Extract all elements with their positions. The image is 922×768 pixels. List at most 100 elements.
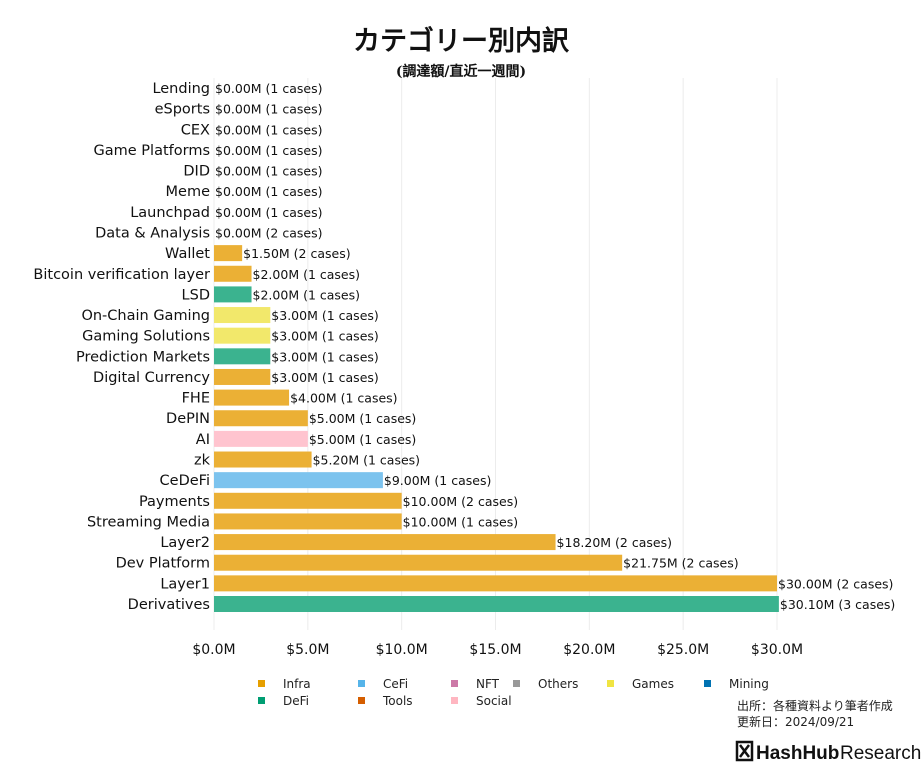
category-label: CEX bbox=[181, 122, 210, 138]
data-label: $0.00M (1 cases) bbox=[215, 164, 322, 179]
category-label: Bitcoin verification layer bbox=[33, 267, 210, 283]
category-label: Payments bbox=[139, 494, 210, 510]
legend-swatch bbox=[258, 697, 265, 704]
x-tick-label: $0.0M bbox=[192, 642, 235, 658]
bar-row: DID $0.00M (1 cases) bbox=[183, 164, 322, 180]
brand-name: HashHub bbox=[756, 743, 839, 764]
legend-item: Infra bbox=[258, 677, 311, 691]
data-label: $3.00M (1 cases) bbox=[271, 349, 378, 364]
x-tick-label: $25.0M bbox=[657, 642, 709, 658]
x-tick-label: $30.0M bbox=[751, 642, 803, 658]
bar-row: Meme $0.00M (1 cases) bbox=[166, 184, 323, 200]
data-label: $0.00M (1 cases) bbox=[215, 143, 322, 158]
category-label: Data & Analysis bbox=[95, 225, 210, 241]
bar bbox=[214, 451, 312, 468]
category-label: Streaming Media bbox=[87, 514, 210, 530]
updated-note: 更新日：2024/09/21 bbox=[737, 714, 854, 729]
chart-subtitle: (調達額/直近一週間) bbox=[396, 63, 526, 80]
data-label: $18.20M (2 cases) bbox=[557, 535, 672, 550]
category-label: Layer1 bbox=[160, 576, 210, 592]
bar-row: Launchpad $0.00M (1 cases) bbox=[130, 205, 322, 221]
legend-item: CeFi bbox=[358, 677, 408, 691]
bar bbox=[214, 368, 271, 385]
category-label: Wallet bbox=[165, 246, 210, 262]
category-label: Gaming Solutions bbox=[82, 329, 210, 345]
data-label: $21.75M (2 cases) bbox=[623, 556, 738, 571]
bar-row: Lending $0.00M (1 cases) bbox=[152, 81, 322, 97]
legend-swatch bbox=[258, 680, 265, 687]
legend-item: Mining bbox=[704, 677, 769, 691]
bar-row: Layer2 $18.20M (2 cases) bbox=[160, 534, 672, 551]
bar-row: Gaming Solutions $3.00M (1 cases) bbox=[82, 327, 379, 345]
category-label: FHE bbox=[182, 391, 210, 407]
data-label: $3.00M (1 cases) bbox=[271, 370, 378, 385]
data-label: $0.00M (1 cases) bbox=[215, 122, 322, 137]
category-label: Prediction Markets bbox=[76, 349, 210, 365]
bar bbox=[214, 472, 383, 489]
bar bbox=[214, 513, 402, 530]
bar bbox=[214, 389, 290, 406]
data-label: $10.00M (2 cases) bbox=[403, 494, 518, 509]
brand-suffix: Research bbox=[840, 743, 921, 764]
bar-row: CeDeFi $9.00M (1 cases) bbox=[160, 472, 491, 489]
category-label: On-Chain Gaming bbox=[81, 308, 210, 324]
legend-item: DeFi bbox=[258, 694, 309, 708]
bar bbox=[214, 596, 779, 612]
source-note: 出所：各種資料より筆者作成 bbox=[737, 698, 893, 713]
data-label: $1.50M (2 cases) bbox=[243, 246, 350, 261]
bar-row: Digital Currency $3.00M (1 cases) bbox=[93, 368, 379, 386]
bar-row: FHE $4.00M (1 cases) bbox=[182, 389, 398, 407]
data-label: $4.00M (1 cases) bbox=[290, 391, 397, 406]
bar-row: eSports $0.00M (1 cases) bbox=[155, 102, 323, 118]
bar-row: LSD $2.00M (1 cases) bbox=[182, 286, 360, 303]
data-label: $0.00M (1 cases) bbox=[215, 81, 322, 96]
category-label: DePIN bbox=[166, 411, 210, 427]
legend-swatch bbox=[358, 680, 365, 687]
data-label: $5.00M (1 cases) bbox=[309, 411, 416, 426]
bar bbox=[214, 492, 402, 509]
bar-row: Derivatives $30.10M (3 cases) bbox=[128, 596, 895, 613]
chart-title: カテゴリー別内訳 bbox=[353, 25, 570, 57]
bar-row: Dev Platform $21.75M (2 cases) bbox=[116, 554, 739, 572]
x-tick-label: $15.0M bbox=[469, 642, 521, 658]
legend-label: Infra bbox=[283, 677, 311, 691]
bar-row: Data & Analysis $0.00M (2 cases) bbox=[95, 225, 322, 241]
category-label: AI bbox=[196, 432, 210, 448]
hashhub-logo-icon bbox=[735, 740, 754, 762]
bar bbox=[214, 430, 308, 447]
bar-row: CEX $0.00M (1 cases) bbox=[181, 122, 323, 138]
bar bbox=[214, 265, 252, 282]
category-label: Game Platforms bbox=[94, 143, 210, 159]
legend-label: DeFi bbox=[283, 694, 309, 708]
bar bbox=[214, 307, 271, 324]
legend-swatch bbox=[451, 680, 458, 687]
data-label: $2.00M (1 cases) bbox=[253, 267, 360, 282]
legend-swatch bbox=[513, 680, 520, 687]
data-label: $0.00M (1 cases) bbox=[215, 205, 322, 220]
bar-row: DePIN $5.00M (1 cases) bbox=[166, 410, 416, 427]
bar bbox=[214, 534, 556, 551]
bar-row: Streaming Media $10.00M (1 cases) bbox=[87, 513, 518, 530]
data-label: $3.00M (1 cases) bbox=[271, 329, 378, 344]
bar-row: Game Platforms $0.00M (1 cases) bbox=[94, 143, 323, 159]
category-label: CeDeFi bbox=[160, 473, 210, 489]
legend-item: Tools bbox=[358, 694, 413, 708]
legend-swatch bbox=[704, 680, 711, 687]
legend-label: Games bbox=[632, 677, 674, 691]
bar bbox=[214, 245, 243, 262]
legend-swatch bbox=[607, 680, 614, 687]
legend-swatch bbox=[358, 697, 365, 704]
data-label: $5.00M (1 cases) bbox=[309, 432, 416, 447]
legend-label: NFT bbox=[476, 677, 500, 691]
category-label: Derivatives bbox=[128, 597, 210, 613]
bar-row: Prediction Markets $3.00M (1 cases) bbox=[76, 348, 379, 365]
bar bbox=[214, 554, 623, 571]
bar-row: Payments $10.00M (2 cases) bbox=[139, 492, 518, 510]
bar-row: Layer1 $30.00M (2 cases) bbox=[160, 575, 893, 592]
legend-swatch bbox=[451, 697, 458, 704]
x-tick-label: $5.0M bbox=[286, 642, 329, 658]
x-tick-label: $20.0M bbox=[563, 642, 615, 658]
bar bbox=[214, 575, 777, 592]
category-label: Meme bbox=[166, 184, 211, 200]
